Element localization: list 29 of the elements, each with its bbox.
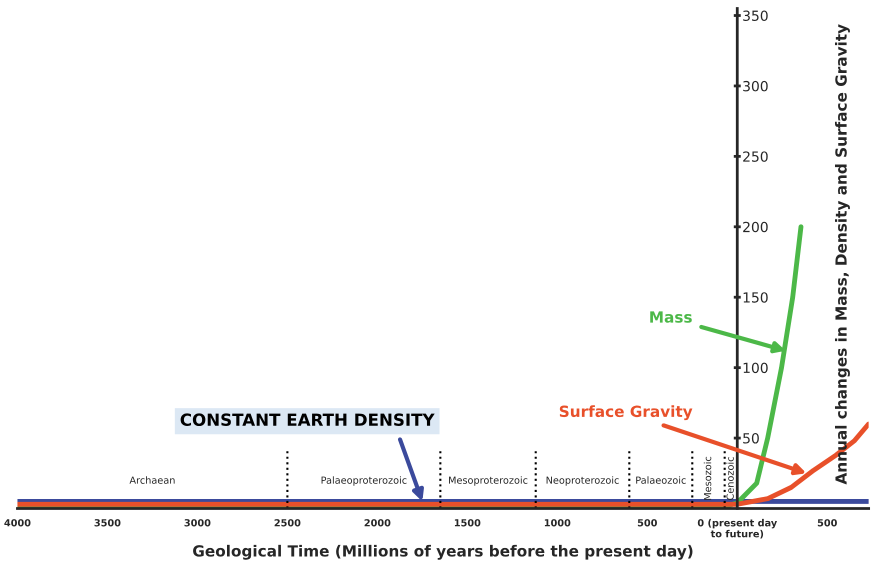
- y-tick-label: 250: [743, 151, 768, 162]
- y-tick-label: 350: [743, 10, 768, 21]
- x-tick-label: 3500: [94, 519, 120, 526]
- x-tick-label: 4000: [4, 519, 31, 526]
- y-tick-label: 300: [743, 80, 768, 92]
- annotation: Palaeoproterozoic: [322, 476, 407, 486]
- y-tick-label: 200: [743, 222, 768, 232]
- annotation: Mesoproterozoic: [449, 476, 528, 486]
- x-axis-title: Geological Time (Millions of years before the present day): [193, 544, 692, 560]
- x-tick-label: 2000: [364, 519, 390, 526]
- x-tick-label: 500: [818, 519, 837, 526]
- annotation: Surface Gravity: [560, 405, 692, 420]
- x-tick-label: 500: [638, 519, 657, 526]
- y-axis-title: Annual changes in Mass, Density and Surface Gravity: [834, 24, 850, 484]
- y-tick-label: 150: [744, 292, 768, 303]
- annotation: Palaeozoic: [636, 476, 686, 484]
- annotation: Mass: [650, 311, 692, 323]
- annotation: Mesozoic: [704, 456, 712, 500]
- x-tick-label: 1000: [544, 519, 570, 526]
- x-tick-label: 2500: [274, 519, 300, 526]
- annotation: Archaean: [130, 476, 175, 484]
- x-tick-label: 0 (present day to future): [698, 518, 778, 539]
- x-tick-label: 3000: [184, 519, 210, 526]
- annotation: Neoproterozoic: [546, 476, 619, 486]
- x-tick-label: 1500: [454, 519, 480, 526]
- annotation: CONSTANT EARTH DENSITY: [180, 413, 435, 426]
- y-tick-label: 50: [743, 433, 759, 444]
- y-tick-label: 100: [744, 362, 768, 374]
- annotation: Cenozoic: [726, 457, 734, 500]
